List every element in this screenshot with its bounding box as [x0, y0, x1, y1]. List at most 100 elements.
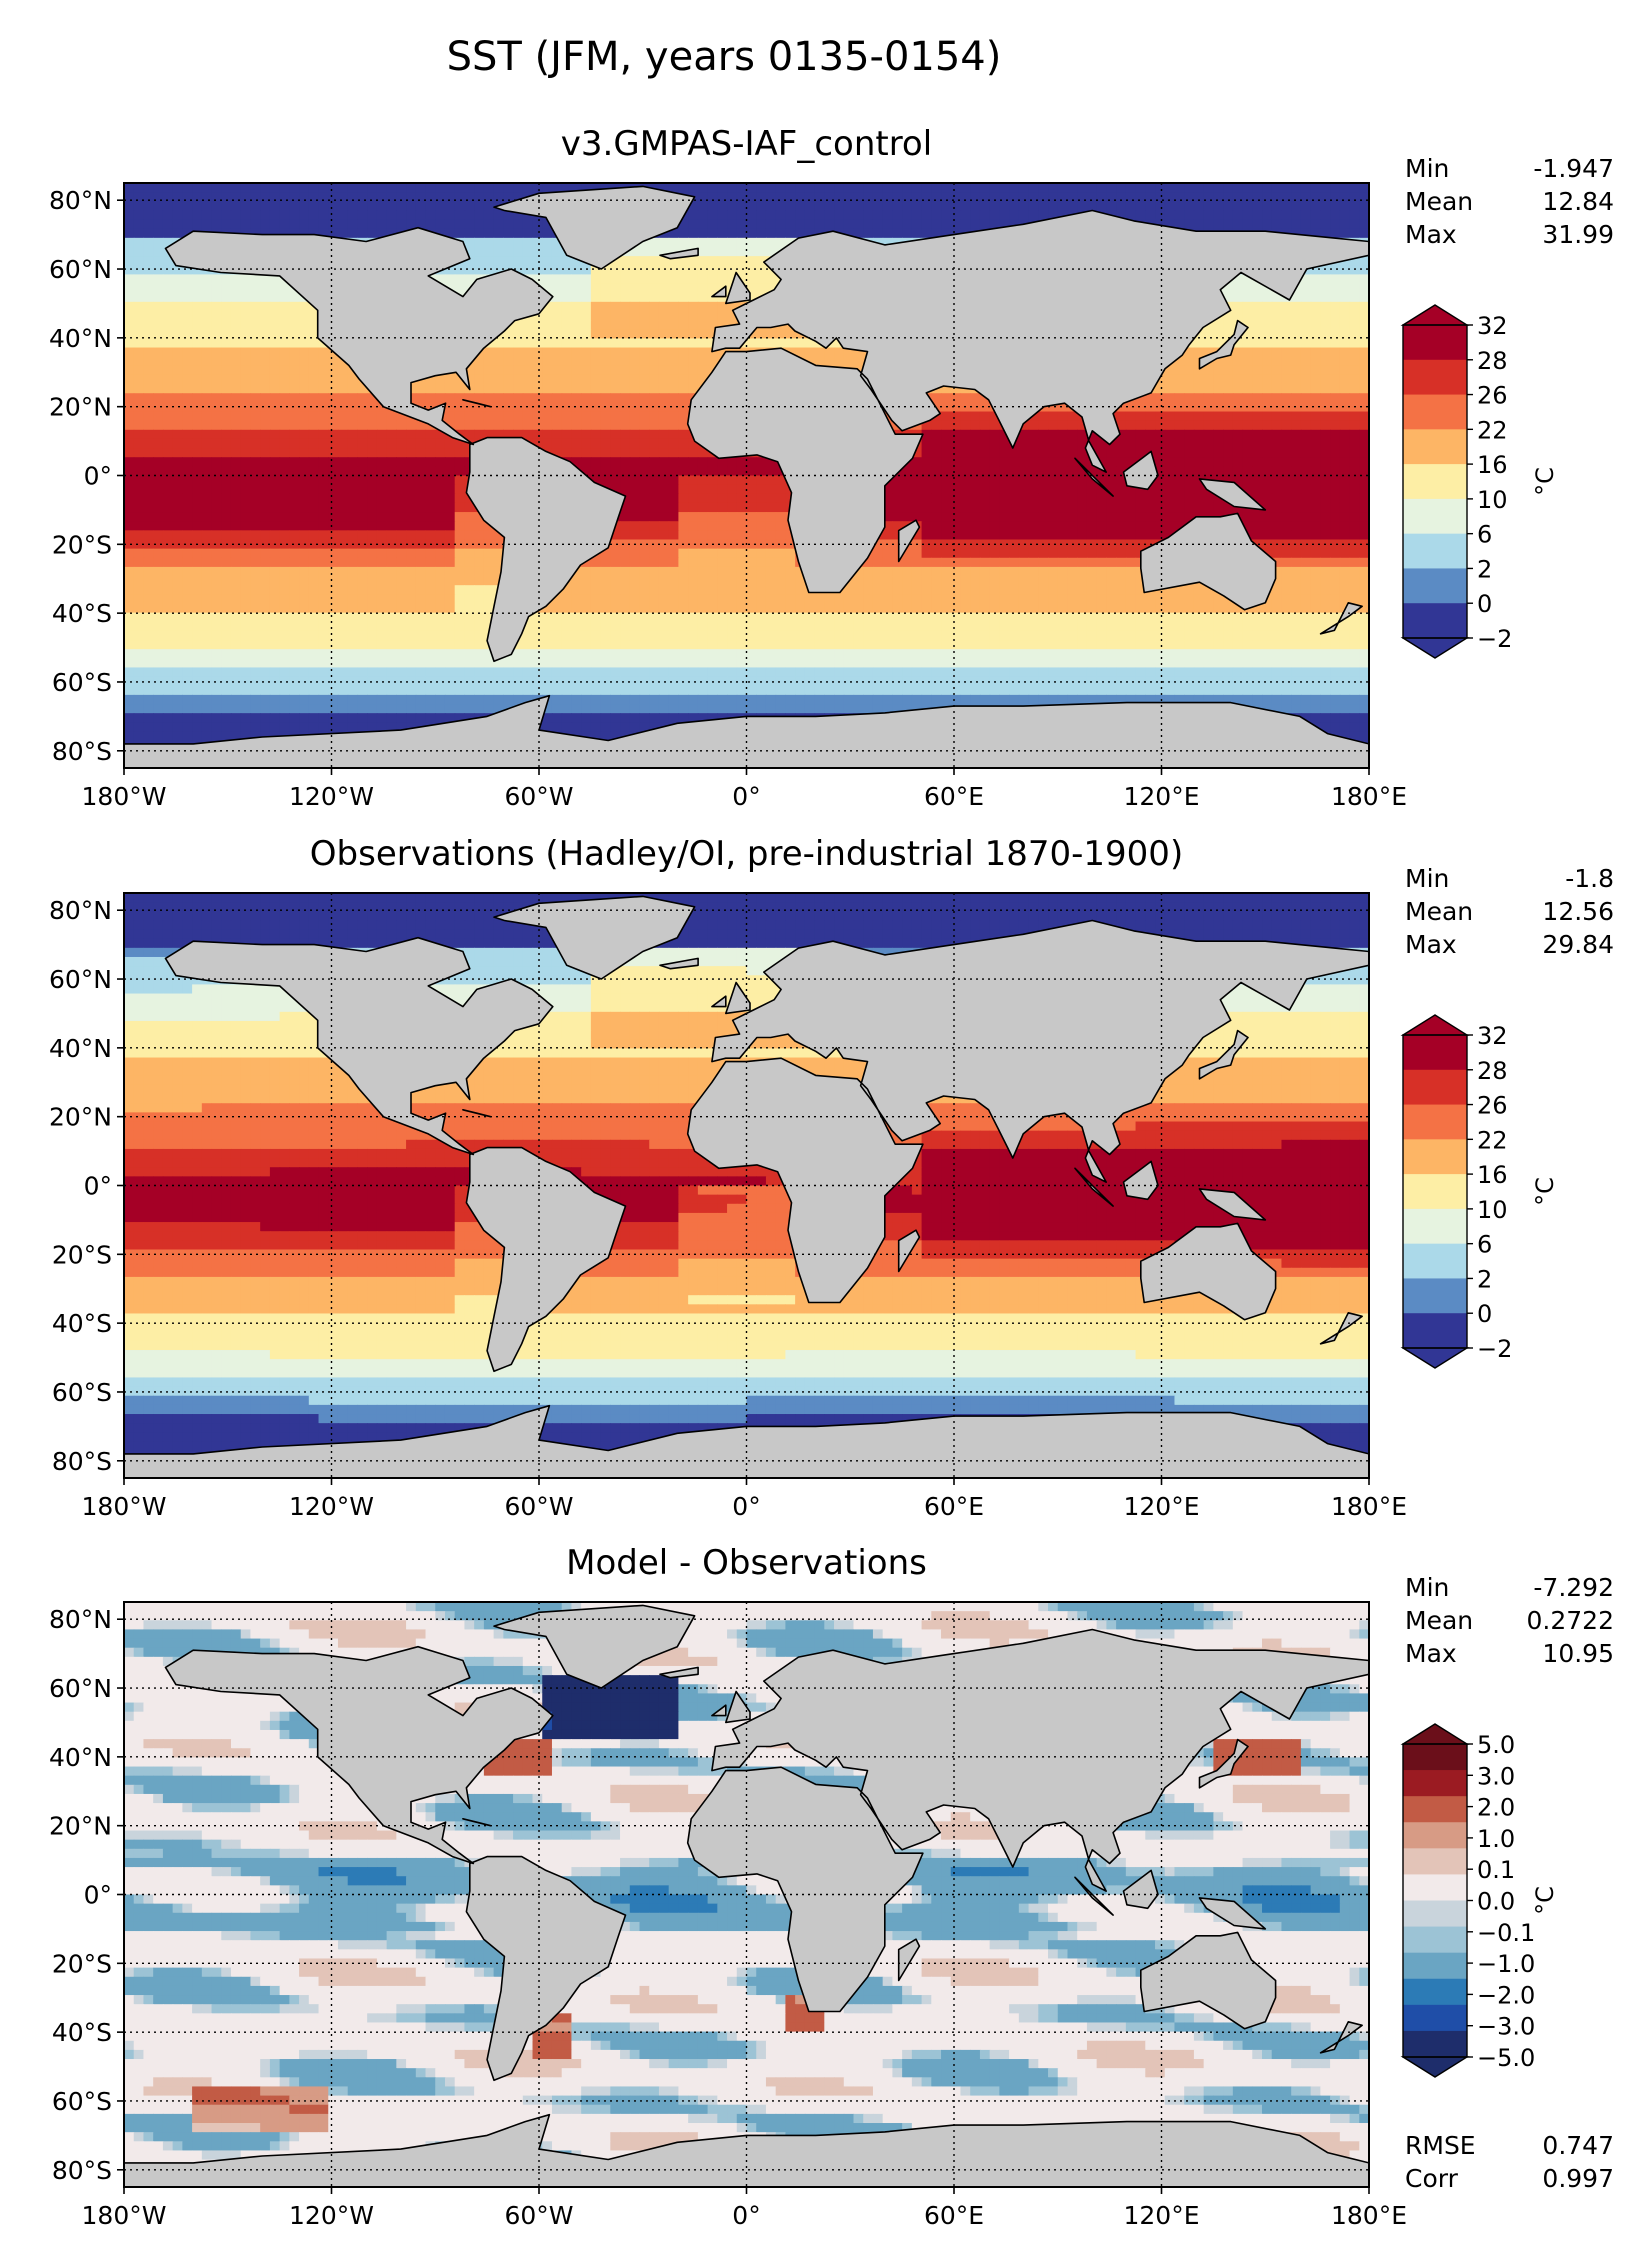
- field-cell: [1349, 484, 1360, 495]
- field-cell: [172, 219, 183, 230]
- field-cell: [337, 192, 349, 202]
- field-cell: [1232, 201, 1244, 212]
- field-cell: [386, 210, 397, 221]
- field-cell: [308, 228, 320, 239]
- field-cell: [1320, 521, 1331, 531]
- field-cell: [308, 502, 320, 513]
- field-cell: [279, 374, 290, 385]
- field-cell: [1359, 466, 1369, 477]
- field-cell: [1125, 420, 1137, 431]
- field-cell: [658, 237, 670, 248]
- field-cell: [143, 274, 154, 285]
- field-cell: [260, 521, 271, 531]
- field-cell: [133, 484, 145, 495]
- field-cell: [639, 256, 650, 266]
- field-cell: [581, 466, 592, 477]
- field-cell: [240, 338, 252, 349]
- field-cell: [1174, 512, 1185, 522]
- field-cell: [230, 201, 242, 212]
- field-cell: [201, 448, 213, 458]
- field-cell: [1262, 292, 1273, 303]
- field-cell: [1164, 365, 1176, 376]
- field-cell: [765, 530, 777, 541]
- field-cell: [415, 210, 427, 221]
- field-cell: [1281, 484, 1292, 495]
- field-cell: [474, 521, 485, 531]
- field-cell: [941, 521, 952, 531]
- field-cell: [1330, 402, 1341, 413]
- field-cell: [649, 310, 660, 321]
- field-cell: [727, 521, 738, 531]
- field-cell: [1184, 457, 1195, 467]
- field-cell: [376, 448, 388, 458]
- field-cell: [192, 356, 203, 367]
- field-cell: [396, 493, 407, 504]
- field-cell: [172, 420, 183, 431]
- field-cell: [1009, 466, 1020, 477]
- field-cell: [279, 466, 290, 477]
- field-cell: [1252, 484, 1263, 495]
- field-cell: [201, 329, 213, 339]
- field-cell: [970, 201, 981, 212]
- field-cell: [1359, 256, 1369, 266]
- field-cell: [620, 320, 631, 330]
- field-cell: [318, 219, 329, 230]
- field-cell: [299, 219, 310, 230]
- field-cell: [756, 274, 767, 285]
- field-cell: [133, 512, 145, 522]
- field-cell: [561, 393, 573, 403]
- field-cell: [911, 457, 923, 467]
- field-cell: [444, 183, 456, 193]
- field-cell: [960, 219, 971, 230]
- field-cell: [279, 292, 290, 303]
- field-cell: [201, 283, 213, 294]
- field-cell: [1330, 448, 1341, 458]
- field-cell: [1125, 457, 1137, 467]
- field-cell: [668, 493, 680, 504]
- field-cell: [902, 219, 913, 230]
- field-cell: [1213, 192, 1224, 202]
- field-cell: [668, 374, 680, 385]
- field-cell: [357, 411, 368, 422]
- field-cell: [1330, 384, 1341, 394]
- field-cell: [337, 219, 349, 230]
- field-cell: [464, 393, 475, 403]
- field-cell: [1028, 438, 1039, 449]
- field-cell: [1038, 475, 1049, 486]
- field-cell: [678, 502, 689, 513]
- field-cell: [269, 347, 281, 358]
- field-cell: [396, 420, 407, 431]
- field-cell: [1359, 429, 1369, 440]
- field-cell: [474, 420, 485, 431]
- field-cell: [279, 411, 290, 422]
- field-cell: [1048, 466, 1059, 477]
- field-cell: [1339, 365, 1351, 376]
- field-cell: [1203, 320, 1214, 330]
- field-cell: [736, 466, 748, 477]
- field-cell: [1232, 365, 1244, 376]
- field-cell: [299, 329, 310, 339]
- field-cell: [688, 502, 699, 513]
- field-cell: [697, 210, 709, 221]
- field-cell: [697, 530, 709, 541]
- field-cell: [668, 246, 680, 257]
- field-cell: [814, 210, 825, 221]
- field-cell: [435, 192, 446, 202]
- field-cell: [172, 301, 183, 312]
- field-cell: [1291, 530, 1302, 541]
- field-cell: [620, 356, 631, 367]
- field-cell: [1125, 512, 1137, 522]
- field-cell: [347, 192, 359, 202]
- field-cell: [1320, 420, 1331, 431]
- field-cell: [1320, 502, 1331, 513]
- field-cell: [1086, 201, 1098, 212]
- field-cell: [1349, 320, 1360, 330]
- field-cell: [950, 411, 962, 422]
- field-cell: [367, 192, 378, 202]
- field-cell: [542, 429, 553, 440]
- field-cell: [639, 466, 650, 477]
- field-cell: [182, 475, 193, 486]
- field-cell: [931, 228, 942, 239]
- field-cell: [717, 210, 728, 221]
- field-cell: [600, 374, 611, 385]
